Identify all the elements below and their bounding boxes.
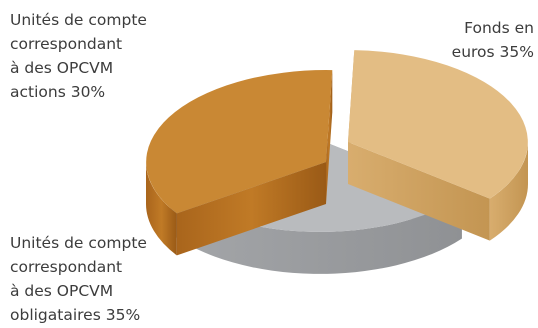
slice-label-line: Unités de compte (10, 11, 147, 29)
slice-label-line: obligataires 35% (10, 306, 141, 324)
slice-wall (176, 162, 326, 256)
slice-opcvm-obligataires (146, 70, 333, 256)
slice-label-fonds-euros: Fonds en euros 35% (430, 16, 534, 64)
slice-label-line: Fonds en (464, 19, 534, 37)
slice-label-line: correspondant (10, 258, 123, 276)
slice-label-opcvm-obligataires: Unités de compte correspondant à des OPCVM… (10, 231, 147, 327)
slice-top (348, 50, 528, 199)
slice-label-line: actions 30% (10, 83, 106, 101)
slice-label-line: à des OPCVM (10, 59, 114, 77)
slice-wall (326, 70, 333, 204)
slice-label-line: correspondant (10, 35, 123, 53)
slice-side (489, 142, 528, 241)
slice-label-line: euros 35% (451, 43, 534, 61)
slice-label-line: Unités de compte (10, 234, 147, 252)
slice-label-line: à des OPCVM (10, 282, 114, 300)
slice-side (170, 191, 462, 274)
slice-side (146, 162, 177, 256)
slice-fonds-euros (348, 50, 528, 241)
slice-wall (348, 142, 490, 241)
slice-top (146, 70, 333, 214)
slice-label-opcvm-actions: Unités de compte correspondant à des OPCVM… (10, 8, 147, 104)
